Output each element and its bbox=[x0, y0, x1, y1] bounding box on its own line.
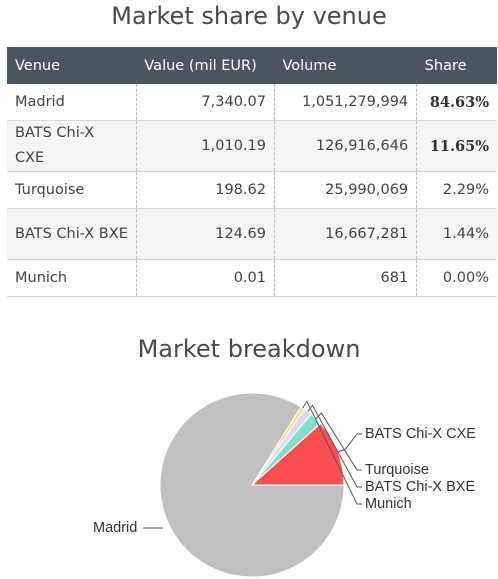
value-cell: 198.62 bbox=[135, 171, 275, 209]
value-cell: 0.01 bbox=[135, 259, 275, 297]
pie-label-turquoise: Turquoise bbox=[365, 462, 429, 478]
volume-cell: 681 bbox=[273, 259, 417, 297]
pie-label-bats-chi-x-cxe: BATS Chi-X CXE bbox=[365, 426, 476, 442]
market-breakdown-title: Market breakdown bbox=[137, 335, 361, 363]
header-volume: Volume bbox=[274, 47, 417, 84]
volume-cell: 25,990,069 bbox=[273, 171, 417, 209]
volume-cell: 1,051,279,994 bbox=[273, 84, 417, 121]
table-row: BATS Chi-X CXE 1,010.19 126,916,646 11.6… bbox=[7, 120, 497, 172]
venue-cell: Munich bbox=[7, 259, 137, 297]
share-cell: 11.65% bbox=[416, 120, 497, 172]
table-header-row: Venue Value (mil EUR) Volume Share bbox=[7, 47, 497, 84]
value-cell: 1,010.19 bbox=[135, 120, 275, 172]
market-share-title: Market share by venue bbox=[111, 2, 387, 30]
table-row: BATS Chi-X BXE 124.69 16,667,281 1.44% bbox=[7, 208, 497, 260]
pie-label-bats-chi-x-bxe: BATS Chi-X BXE bbox=[365, 479, 475, 495]
volume-cell: 126,916,646 bbox=[273, 120, 417, 172]
share-cell: 1.44% bbox=[416, 208, 497, 260]
header-value: Value (mil EUR) bbox=[136, 47, 275, 84]
table-row: Turquoise 198.62 25,990,069 2.29% bbox=[7, 171, 497, 209]
pie-label-munich: Munich bbox=[365, 496, 412, 512]
table-row: Madrid 7,340.07 1,051,279,994 84.63% bbox=[7, 84, 497, 121]
table-row: Munich 0.01 681 0.00% bbox=[7, 259, 497, 297]
value-cell: 7,340.07 bbox=[135, 84, 275, 121]
volume-cell: 16,667,281 bbox=[273, 208, 417, 260]
market-share-table: Venue Value (mil EUR) Volume Share Madri… bbox=[7, 47, 497, 297]
header-share: Share bbox=[416, 47, 497, 84]
venue-cell: Turquoise bbox=[7, 171, 137, 209]
pie-slice-madrid bbox=[159, 392, 345, 578]
venue-cell: BATS Chi-X CXE bbox=[7, 120, 137, 172]
pie-leader-line bbox=[337, 433, 362, 453]
venue-cell: BATS Chi-X BXE bbox=[7, 208, 137, 260]
venue-cell: Madrid bbox=[7, 84, 137, 121]
header-venue: Venue bbox=[7, 47, 137, 84]
share-cell: 2.29% bbox=[416, 171, 497, 209]
share-cell: 0.00% bbox=[416, 259, 497, 297]
pie-label-madrid: Madrid bbox=[93, 520, 137, 536]
value-cell: 124.69 bbox=[135, 208, 275, 260]
share-cell: 84.63% bbox=[416, 84, 497, 121]
pie-leader-line bbox=[302, 400, 362, 505]
